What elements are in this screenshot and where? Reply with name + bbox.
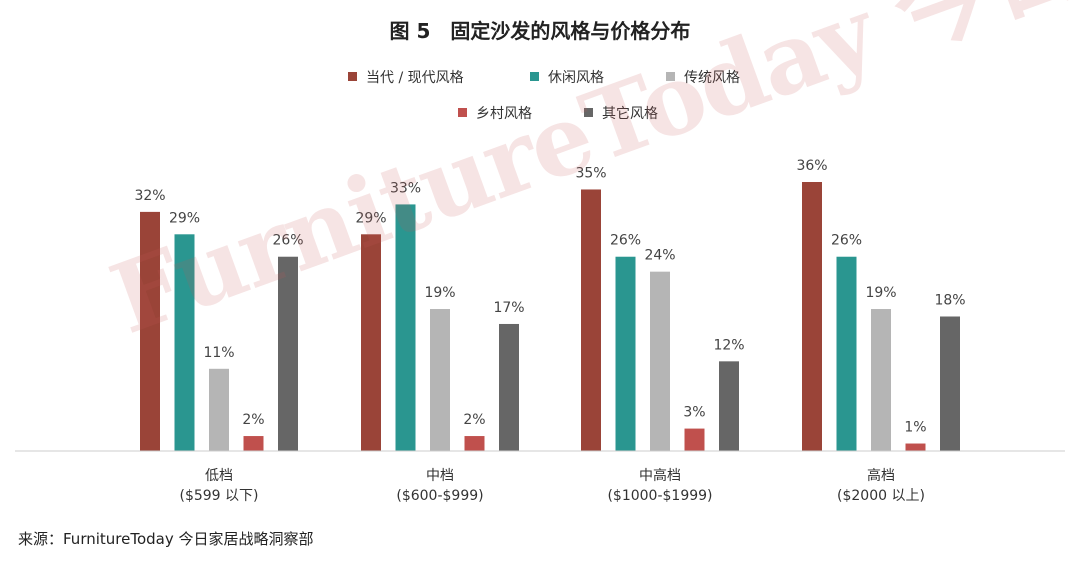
source-note: 来源：FurnitureToday 今日家居战略洞察部: [18, 530, 314, 548]
bar-2-3: [684, 428, 705, 451]
x-tick-sublabel-2: ($1000-$1999): [607, 488, 712, 504]
bar-1-2: [430, 309, 450, 451]
bar-0-4: [278, 256, 298, 451]
data-label-0-2: 11%: [203, 345, 234, 361]
data-label-1-2: 19%: [424, 285, 455, 301]
data-label-1-1: 33%: [390, 180, 421, 196]
bars-group: [140, 182, 960, 451]
data-label-2-1: 26%: [610, 233, 641, 249]
x-tick-label-0: 低档: [205, 468, 233, 484]
data-label-3-0: 36%: [796, 158, 827, 174]
data-label-3-4: 18%: [934, 293, 965, 309]
bar-1-0: [361, 234, 381, 451]
x-tick-sublabel-1: ($600-$999): [396, 488, 483, 504]
bar-0-0: [140, 211, 160, 451]
legend-label-0: 当代 / 现代风格: [366, 70, 464, 86]
data-label-0-1: 29%: [169, 210, 200, 226]
x-tick-label-3: 高档: [867, 467, 895, 484]
legend-label-3: 乡村风格: [476, 106, 532, 122]
legend-label-2: 传统风格: [684, 70, 740, 86]
bar-0-1: [174, 234, 195, 451]
bar-1-1: [395, 204, 416, 451]
bar-2-2: [650, 271, 670, 451]
bar-3-1: [836, 256, 857, 451]
bar-2-0: [581, 189, 601, 451]
bar-2-1: [615, 256, 636, 451]
bar-3-0: [802, 182, 822, 451]
data-label-1-4: 17%: [493, 300, 524, 316]
data-label-2-3: 3%: [683, 405, 705, 421]
legend-swatch-4: [584, 108, 593, 117]
bar-0-3: [243, 436, 264, 451]
x-tick-label-2: 中高档: [639, 467, 681, 484]
legend-swatch-3: [458, 108, 467, 117]
bar-0-2: [209, 368, 229, 451]
data-label-3-2: 19%: [865, 285, 896, 301]
data-label-2-0: 35%: [575, 165, 606, 181]
bar-2-4: [719, 361, 739, 451]
data-label-0-4: 26%: [272, 233, 303, 249]
x-tick-labels-group: 低档 ($599 以下) 中档 ($600-$999) 中高档 ($1000-$1999)…: [179, 467, 924, 504]
data-label-0-3: 2%: [242, 412, 264, 428]
legend-swatch-0: [348, 72, 357, 81]
data-label-2-4: 12%: [713, 337, 744, 353]
bar-1-3: [464, 436, 485, 451]
bar-3-3: [905, 443, 926, 451]
data-label-3-1: 26%: [831, 233, 862, 249]
data-label-3-3: 1%: [904, 420, 926, 436]
data-label-1-3: 2%: [463, 412, 485, 428]
legend-swatch-1: [530, 72, 539, 81]
bar-1-4: [499, 323, 519, 451]
x-tick-sublabel-0: ($599 以下): [179, 488, 258, 504]
legend-label-4: 其它风格: [602, 105, 658, 122]
bar-3-2: [871, 309, 891, 451]
x-tick-sublabel-3: ($2000 以上): [837, 488, 925, 504]
data-label-1-0: 29%: [355, 210, 386, 226]
legend-label-1: 休闲风格: [548, 70, 604, 86]
chart-title: 图 5 固定沙发的风格与价格分布: [390, 19, 691, 43]
data-label-0-0: 32%: [134, 188, 165, 204]
legend-swatch-2: [666, 72, 675, 81]
x-tick-label-1: 中档: [426, 468, 454, 484]
bar-3-4: [940, 316, 960, 451]
data-label-2-2: 24%: [644, 248, 675, 264]
data-labels-group: 32%29%11%2%26%29%33%19%2%17%35%26%24%3%1…: [134, 158, 965, 436]
